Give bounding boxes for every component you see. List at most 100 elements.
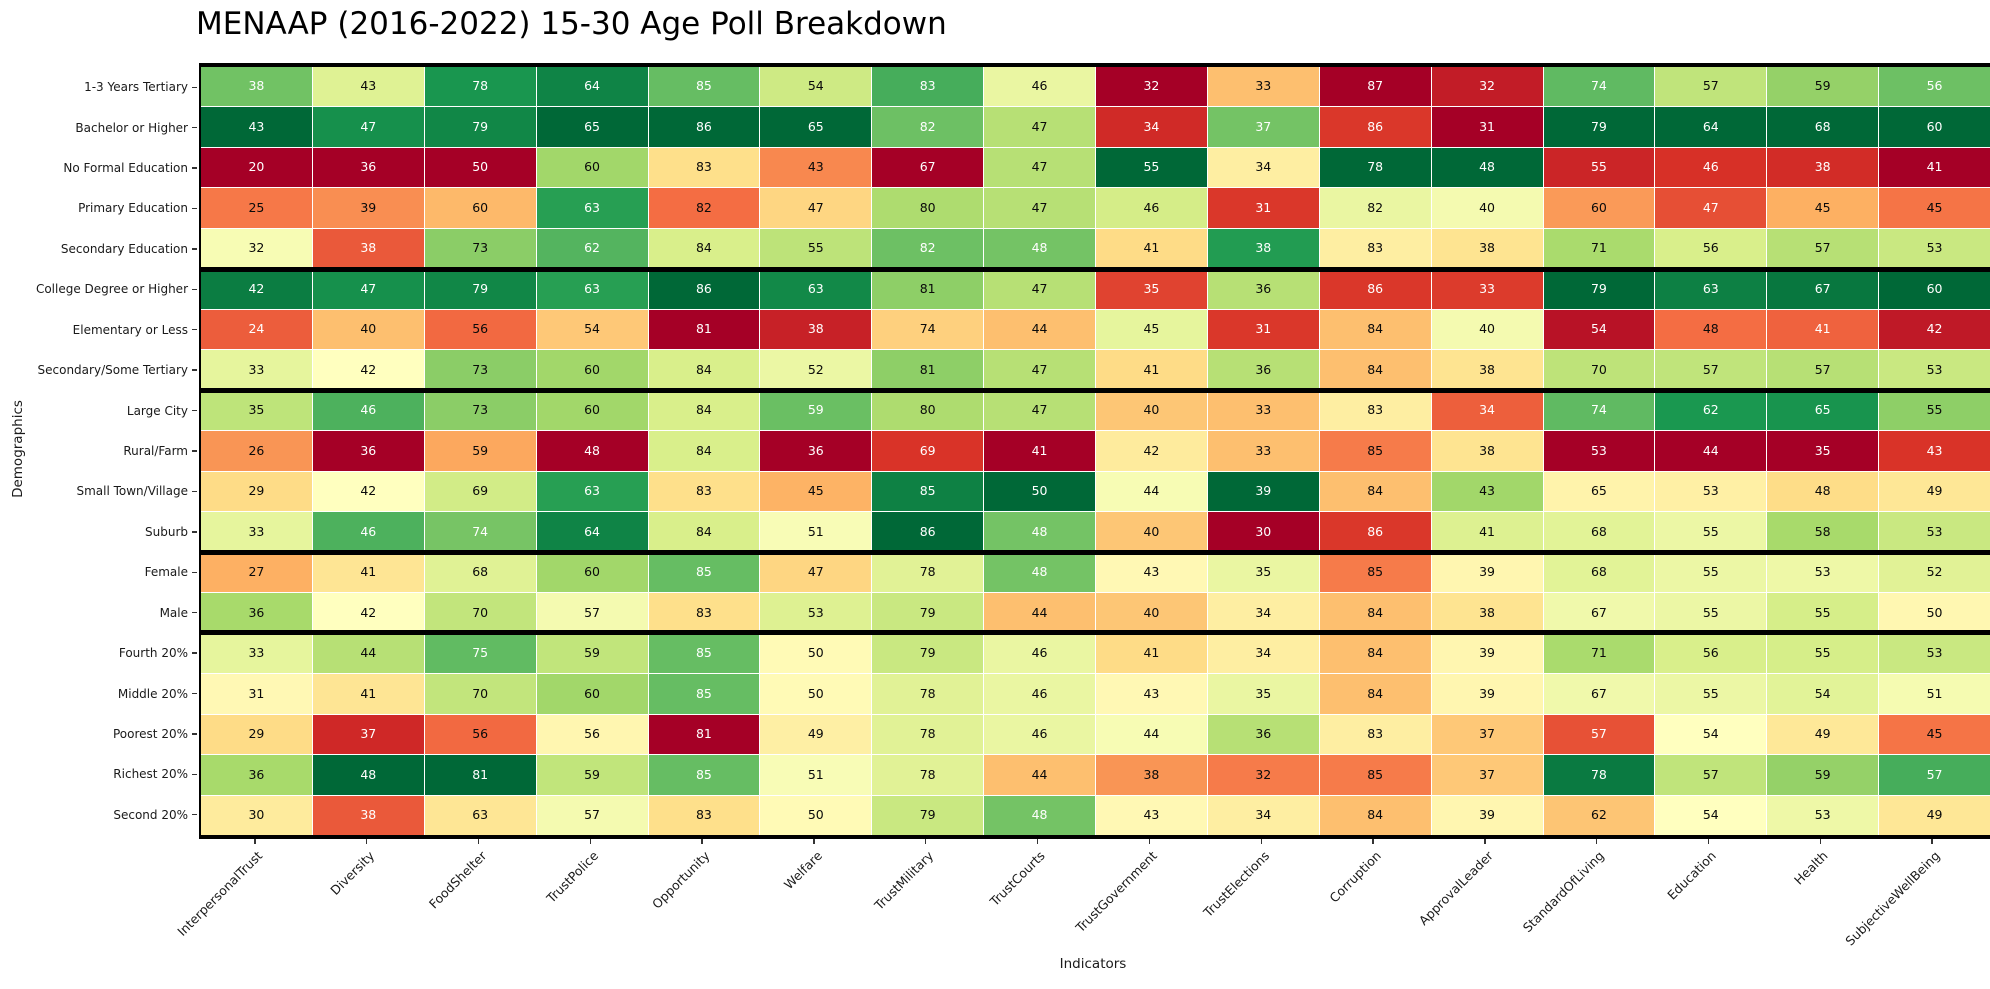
x-tick-label: StandardOfLiving bbox=[1520, 848, 1608, 936]
heatmap-cell: 27 bbox=[201, 552, 312, 593]
heatmap-cell: 37 bbox=[1431, 755, 1543, 795]
y-tick-label: Elementary or Less bbox=[72, 322, 188, 337]
heatmap-cell: 62 bbox=[1543, 795, 1655, 835]
heatmap-cell: 47 bbox=[312, 107, 424, 147]
heatmap-cell: 70 bbox=[424, 674, 536, 714]
heatmap-cell: 46 bbox=[1655, 147, 1767, 188]
heatmap-cell: 85 bbox=[648, 67, 760, 107]
x-tick-label: TrustMilitary bbox=[871, 848, 937, 913]
heatmap-cell: 44 bbox=[984, 593, 1095, 633]
heatmap-cell: 63 bbox=[424, 795, 536, 835]
heatmap-cell: 54 bbox=[1655, 795, 1767, 835]
heatmap-cell: 33 bbox=[201, 350, 312, 390]
heatmap-cell: 42 bbox=[201, 269, 312, 309]
heatmap-cell: 68 bbox=[424, 552, 536, 593]
heatmap-cell: 59 bbox=[536, 755, 648, 795]
heatmap-cell: 60 bbox=[536, 147, 648, 188]
heatmap-cell: 78 bbox=[1319, 147, 1431, 188]
heatmap-cell: 84 bbox=[648, 228, 760, 269]
heatmap-cell: 86 bbox=[648, 107, 760, 147]
x-tick-label: SubjectiveWellBeing bbox=[1842, 848, 1943, 949]
y-tick-mark bbox=[192, 248, 197, 250]
heatmap-cell: 83 bbox=[648, 471, 760, 512]
heatmap-cell: 40 bbox=[1431, 309, 1543, 350]
heatmap-cell: 39 bbox=[1431, 552, 1543, 593]
heatmap-cell: 59 bbox=[760, 390, 872, 431]
y-tick-label: Richest 20% bbox=[113, 767, 188, 782]
heatmap-cell: 55 bbox=[1655, 512, 1767, 552]
heatmap-cell: 54 bbox=[1543, 309, 1655, 350]
heatmap-cell: 57 bbox=[1767, 350, 1879, 390]
x-tick-mark bbox=[1036, 839, 1039, 844]
heatmap-cell: 87 bbox=[1319, 67, 1431, 107]
heatmap-cell: 38 bbox=[760, 309, 872, 350]
heatmap-cell: 38 bbox=[1431, 431, 1543, 471]
heatmap-cell: 50 bbox=[760, 795, 872, 835]
heatmap-cell: 43 bbox=[1096, 795, 1207, 835]
heatmap-cell: 25 bbox=[201, 188, 312, 228]
heatmap-cell: 60 bbox=[536, 390, 648, 431]
heatmap-cell: 53 bbox=[1767, 795, 1879, 835]
heatmap-cell: 55 bbox=[760, 228, 872, 269]
heatmap-cell: 46 bbox=[984, 633, 1095, 674]
x-tick-mark bbox=[925, 839, 927, 844]
heatmap-cell: 56 bbox=[1655, 633, 1767, 674]
heatmap-cell: 43 bbox=[312, 67, 424, 107]
y-tick-mark bbox=[192, 288, 197, 290]
x-tick-mark bbox=[589, 839, 592, 844]
x-tick-label: TrustElections bbox=[1199, 848, 1272, 920]
heatmap-cell: 30 bbox=[201, 795, 312, 835]
heatmap-cell: 49 bbox=[1879, 795, 1990, 835]
heatmap-cell: 42 bbox=[312, 593, 424, 633]
heatmap-cell: 55 bbox=[1655, 593, 1767, 633]
heatmap-cell: 78 bbox=[1543, 755, 1655, 795]
heatmap-cell: 47 bbox=[984, 390, 1095, 431]
y-tick-label: Suburb bbox=[145, 524, 188, 539]
heatmap-cell: 85 bbox=[648, 674, 760, 714]
heatmap-cell: 64 bbox=[536, 67, 648, 107]
heatmap-cell: 65 bbox=[760, 107, 872, 147]
heatmap-cell: 60 bbox=[536, 350, 648, 390]
heatmap-cell: 83 bbox=[1319, 390, 1431, 431]
x-tick-label: Opportunity bbox=[649, 848, 713, 912]
heatmap-cell: 84 bbox=[648, 350, 760, 390]
x-tick-label: TrustGovernment bbox=[1072, 848, 1161, 936]
heatmap-cell: 31 bbox=[1431, 107, 1543, 147]
heatmap-cell: 82 bbox=[872, 228, 984, 269]
heatmap-grid: 38 43 78 64 85 54 83 46 32 33 87 32 74 57 59 56 43 47 79 65… bbox=[201, 67, 1990, 835]
heatmap-cell: 42 bbox=[312, 350, 424, 390]
heatmap-cell: 52 bbox=[760, 350, 872, 390]
chart-title: MENAAP (2016-2022) 15-30 Age Poll Breakd… bbox=[196, 6, 947, 42]
heatmap-cell: 39 bbox=[1431, 795, 1543, 835]
heatmap-cell: 45 bbox=[1879, 188, 1990, 228]
heatmap-cell: 38 bbox=[1767, 147, 1879, 188]
x-tick-mark bbox=[1372, 839, 1374, 844]
heatmap-cell: 56 bbox=[1879, 67, 1990, 107]
y-tick-label: Second 20% bbox=[113, 807, 188, 822]
heatmap-cell: 60 bbox=[536, 552, 648, 593]
heatmap-cell: 57 bbox=[1655, 755, 1767, 795]
heatmap-cell: 38 bbox=[1207, 228, 1319, 269]
heatmap-cell: 68 bbox=[1767, 107, 1879, 147]
heatmap-cell: 48 bbox=[1431, 147, 1543, 188]
heatmap-cell: 44 bbox=[1655, 431, 1767, 471]
heatmap-cell: 31 bbox=[1207, 188, 1319, 228]
heatmap-cell: 53 bbox=[1879, 633, 1990, 674]
heatmap-cell: 41 bbox=[1879, 147, 1990, 188]
y-tick-label: Middle 20% bbox=[117, 686, 188, 701]
y-tick-label: No Formal Education bbox=[63, 161, 188, 176]
heatmap-cell: 68 bbox=[1543, 552, 1655, 593]
heatmap-cell: 37 bbox=[1431, 714, 1543, 755]
x-tick-mark bbox=[1484, 839, 1486, 844]
x-tick-mark bbox=[1148, 839, 1151, 844]
heatmap-cell: 67 bbox=[1543, 674, 1655, 714]
heatmap-cell: 49 bbox=[760, 714, 872, 755]
heatmap-cell: 40 bbox=[1096, 512, 1207, 552]
heatmap-cell: 38 bbox=[312, 228, 424, 269]
heatmap-cell: 52 bbox=[1879, 552, 1990, 593]
heatmap-cell: 33 bbox=[1207, 67, 1319, 107]
heatmap-cell: 54 bbox=[536, 309, 648, 350]
heatmap-cell: 50 bbox=[760, 633, 872, 674]
x-tick-label: ApprovalLeader bbox=[1415, 848, 1496, 929]
